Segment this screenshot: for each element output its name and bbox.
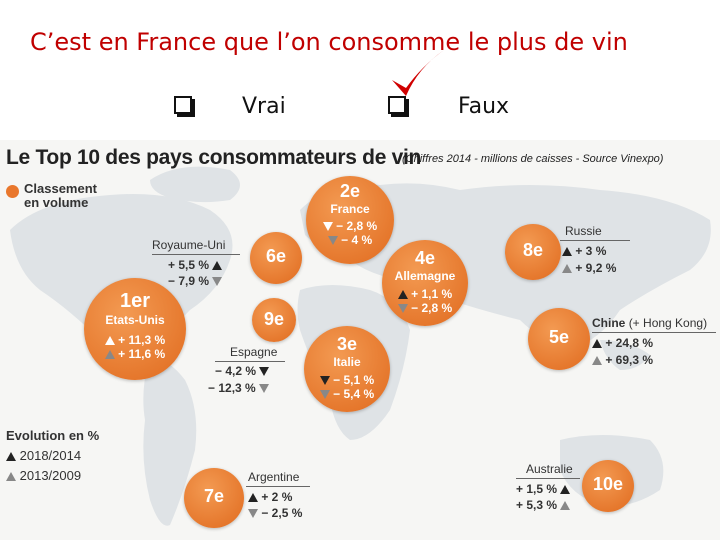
up-triangle-icon bbox=[104, 336, 115, 346]
rank-russie: 8e bbox=[522, 240, 544, 260]
up-triangle-icon bbox=[560, 501, 571, 511]
evolution-legend-title: Evolution en % bbox=[6, 428, 100, 443]
rule-royaume-uni bbox=[152, 254, 240, 255]
delta-etats-unis-1: + 11,3 % bbox=[84, 333, 186, 347]
up-triangle-icon bbox=[104, 350, 115, 360]
wine-consumption-infographic: Le Top 10 des pays consommateurs de vin … bbox=[0, 140, 720, 540]
rule-espagne bbox=[215, 361, 285, 362]
bubble-allemagne: 4e Allemagne + 1,1 % − 2,8 % bbox=[382, 240, 468, 326]
up-triangle-icon bbox=[560, 485, 571, 495]
delta-chine-1: + 24,8 % bbox=[592, 336, 653, 350]
delta-argentine-2: − 2,5 % bbox=[248, 506, 302, 520]
option-label-vrai: Vrai bbox=[242, 94, 286, 119]
label-royaume-uni: Royaume-Uni bbox=[152, 238, 226, 252]
legend-line-1: Classement bbox=[24, 181, 97, 196]
delta-france-2: − 4 % bbox=[306, 233, 394, 247]
infographic-title: Le Top 10 des pays consommateurs de vin bbox=[6, 146, 422, 169]
label-espagne: Espagne bbox=[230, 345, 278, 359]
up-triangle-icon bbox=[592, 339, 602, 349]
delta-allemagne-2: − 2,8 % bbox=[382, 301, 468, 315]
delta-allemagne-1: + 1,1 % bbox=[382, 287, 468, 301]
rank-france: 2e bbox=[339, 181, 361, 201]
down-triangle-icon bbox=[259, 367, 270, 377]
bubble-france: 2e France − 2,8 % − 4 % bbox=[306, 176, 394, 264]
delta-royaume-uni-2: − 7,9 % bbox=[168, 274, 223, 288]
down-triangle-icon bbox=[248, 509, 258, 519]
bubble-russie: 8e bbox=[505, 224, 561, 280]
delta-argentine-1: + 2 % bbox=[248, 490, 292, 504]
name-italie: Italie bbox=[333, 355, 361, 369]
up-triangle-icon bbox=[592, 356, 602, 366]
up-triangle-icon bbox=[6, 452, 16, 462]
name-etats-unis: Etats-Unis bbox=[105, 313, 165, 327]
checkbox-faux[interactable] bbox=[388, 96, 406, 114]
label-chine: Chine (+ Hong Kong) bbox=[592, 316, 708, 330]
delta-russie-1: + 3 % bbox=[562, 244, 606, 258]
delta-etats-unis-2: + 11,6 % bbox=[84, 347, 186, 361]
bubble-etats-unis: 1er Etats-Unis + 11,3 % + 11,6 % bbox=[84, 278, 186, 380]
name-france: France bbox=[330, 202, 370, 216]
down-triangle-icon bbox=[319, 390, 330, 400]
rank-argentine: 7e bbox=[203, 486, 225, 506]
evolution-legend-item-2: 2013/2009 bbox=[6, 468, 81, 483]
delta-espagne-1: − 4,2 % bbox=[215, 364, 270, 378]
up-triangle-icon bbox=[248, 493, 258, 503]
bubble-royaume-uni: 6e bbox=[250, 232, 302, 284]
up-triangle-icon bbox=[6, 472, 16, 482]
ranking-legend-dot bbox=[6, 185, 19, 198]
rank-allemagne: 4e bbox=[414, 248, 436, 268]
down-triangle-icon bbox=[319, 376, 330, 386]
ranking-legend-label: Classement en volume bbox=[24, 182, 97, 210]
delta-italie-1: − 5,1 % bbox=[304, 373, 390, 387]
infographic-subtitle: (Chiffres 2014 - millions de caisses - S… bbox=[402, 153, 664, 165]
rank-italie: 3e bbox=[336, 334, 358, 354]
name-allemagne: Allemagne bbox=[394, 269, 456, 283]
rule-chine bbox=[592, 332, 716, 333]
bubble-argentine: 7e bbox=[184, 468, 244, 528]
checkmark-icon bbox=[392, 50, 444, 96]
delta-chine-2: + 69,3 % bbox=[592, 353, 653, 367]
up-triangle-icon bbox=[397, 290, 408, 300]
legend-line-2: en volume bbox=[24, 195, 89, 210]
rank-espagne: 9e bbox=[263, 309, 285, 329]
delta-australie-2: + 5,3 % bbox=[516, 498, 571, 512]
delta-italie-2: − 5,4 % bbox=[304, 387, 390, 401]
rank-chine: 5e bbox=[548, 327, 570, 347]
delta-australie-1: + 1,5 % bbox=[516, 482, 571, 496]
delta-royaume-uni-1: + 5,5 % bbox=[168, 258, 223, 272]
option-label-faux: Faux bbox=[458, 94, 510, 119]
delta-russie-2: + 9,2 % bbox=[562, 261, 616, 275]
down-triangle-icon bbox=[259, 384, 270, 394]
down-triangle-icon bbox=[212, 277, 223, 287]
bubble-espagne: 9e bbox=[252, 298, 296, 342]
up-triangle-icon bbox=[562, 247, 572, 257]
question-text: C’est en France que l’on consomme le plu… bbox=[30, 28, 628, 56]
delta-france-1: − 2,8 % bbox=[306, 219, 394, 233]
rank-royaume-uni: 6e bbox=[265, 246, 287, 266]
bubble-italie: 3e Italie − 5,1 % − 5,4 % bbox=[304, 326, 390, 412]
rule-australie bbox=[516, 478, 580, 479]
up-triangle-icon bbox=[212, 261, 223, 271]
delta-espagne-2: − 12,3 % bbox=[208, 381, 270, 395]
label-argentine: Argentine bbox=[248, 470, 300, 484]
rank-australie: 10e bbox=[592, 474, 624, 494]
up-triangle-icon bbox=[562, 264, 572, 274]
rank-etats-unis: 1er bbox=[119, 290, 151, 312]
bubble-chine: 5e bbox=[528, 308, 590, 370]
rule-argentine bbox=[246, 486, 310, 487]
label-russie: Russie bbox=[565, 224, 602, 238]
down-triangle-icon bbox=[397, 304, 408, 314]
evolution-legend-item-1: 2018/2014 bbox=[6, 448, 81, 463]
rule-russie bbox=[560, 240, 630, 241]
bubble-australie: 10e bbox=[582, 460, 634, 512]
down-triangle-icon bbox=[327, 236, 338, 246]
checkbox-vrai[interactable] bbox=[174, 96, 192, 114]
down-triangle-icon bbox=[322, 222, 333, 232]
label-australie: Australie bbox=[526, 462, 573, 476]
